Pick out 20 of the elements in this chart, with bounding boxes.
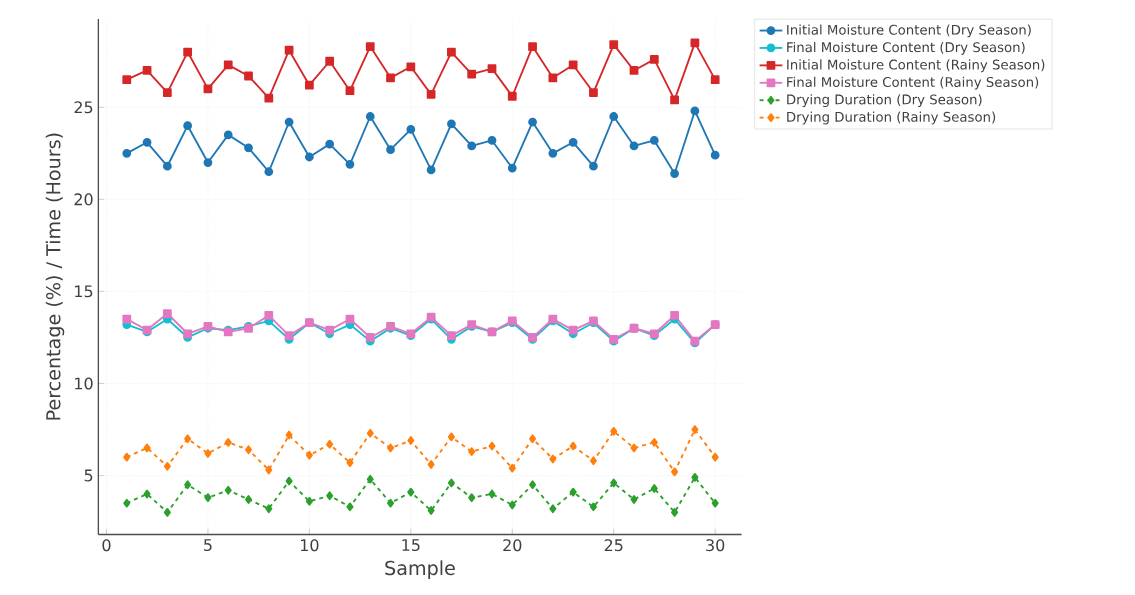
y-tick-label: 25 — [74, 101, 93, 114]
x-tick-label: 0 — [102, 539, 111, 552]
legend-label: Final Moisture Content (Dry Season) — [787, 41, 1025, 55]
legend-label: Initial Moisture Content (Dry Season) — [787, 24, 1031, 38]
y-tick-label: 20 — [74, 193, 93, 206]
y-tick-label: 5 — [84, 469, 93, 482]
legend-label: Drying Duration (Dry Season) — [787, 94, 982, 108]
x-tick-label: 10 — [300, 539, 319, 552]
y-tick-label: 10 — [75, 377, 93, 390]
y-tick-label: 15 — [75, 285, 93, 298]
legend-label: Final Moisture Content (Rainy Season) — [787, 76, 1039, 90]
legend-label: Initial Moisture Content (Rainy Season) — [787, 59, 1045, 73]
x-tick-label: 25 — [604, 539, 623, 552]
y-axis-title: Percentage (%) / Time (Hours) — [45, 133, 65, 420]
x-axis-title: Sample — [385, 560, 455, 579]
x-tick-label: 15 — [402, 539, 420, 552]
x-tick-label: 30 — [706, 539, 725, 552]
x-tick-label: 5 — [204, 539, 212, 552]
legend-label: Drying Duration (Rainy Season) — [787, 111, 996, 125]
x-tick-label: 20 — [503, 539, 522, 552]
